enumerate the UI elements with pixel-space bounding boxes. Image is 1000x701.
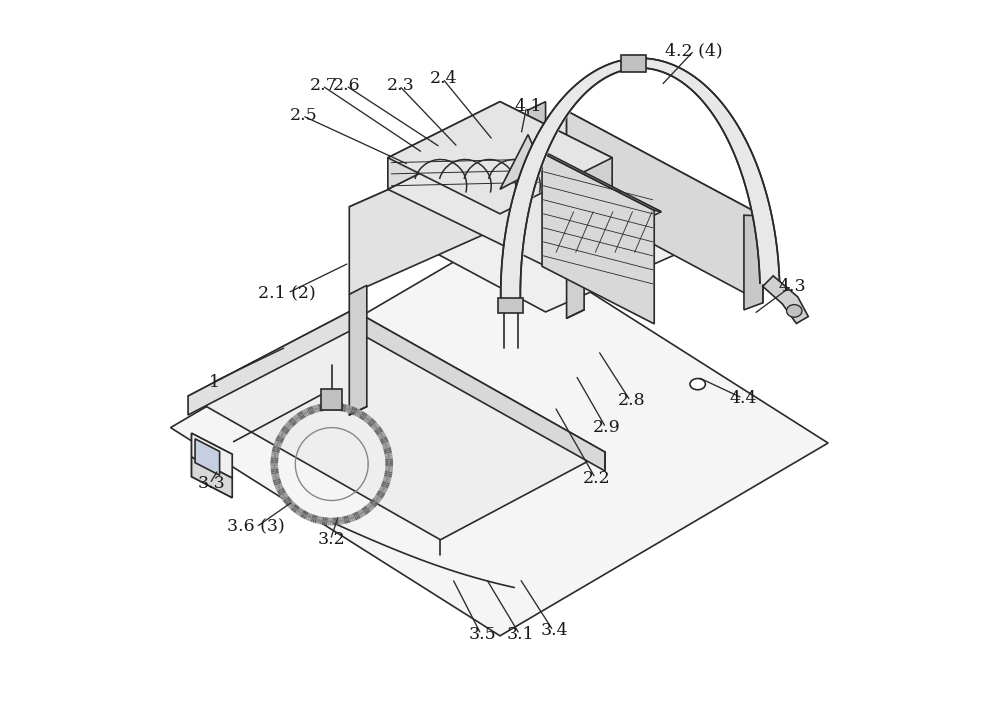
Text: 2.7: 2.7 (309, 77, 337, 94)
Polygon shape (192, 433, 232, 498)
Polygon shape (349, 111, 763, 312)
Text: 4.4: 4.4 (730, 390, 757, 407)
Polygon shape (500, 102, 612, 189)
Text: 3.5: 3.5 (468, 626, 496, 643)
Text: 2.9: 2.9 (593, 419, 621, 436)
Text: 3.2: 3.2 (318, 531, 345, 548)
Text: 2.6: 2.6 (333, 77, 361, 94)
Text: 4.1: 4.1 (514, 98, 542, 115)
Text: 2.1 (2): 2.1 (2) (258, 285, 316, 301)
Text: 2.8: 2.8 (618, 393, 645, 409)
Polygon shape (188, 310, 605, 540)
Polygon shape (353, 310, 605, 471)
Polygon shape (192, 433, 232, 478)
Text: 3.6 (3): 3.6 (3) (227, 519, 284, 536)
Polygon shape (188, 310, 353, 415)
Text: 3.1: 3.1 (507, 626, 535, 643)
Polygon shape (621, 55, 646, 72)
Text: 2.2: 2.2 (583, 470, 610, 486)
Polygon shape (542, 153, 654, 324)
Polygon shape (567, 111, 763, 303)
Polygon shape (388, 102, 612, 214)
Text: 2.4: 2.4 (430, 70, 458, 87)
Polygon shape (567, 189, 584, 318)
Text: 2.5: 2.5 (290, 107, 317, 124)
Polygon shape (195, 439, 220, 475)
Polygon shape (763, 276, 808, 324)
Polygon shape (542, 153, 661, 212)
Ellipse shape (787, 305, 802, 318)
Polygon shape (498, 297, 523, 313)
Polygon shape (349, 285, 367, 415)
Polygon shape (192, 457, 232, 498)
Polygon shape (349, 111, 567, 294)
Text: 3.3: 3.3 (197, 475, 225, 492)
Polygon shape (171, 235, 828, 636)
Text: 1: 1 (209, 374, 220, 390)
Polygon shape (388, 102, 500, 189)
Polygon shape (528, 102, 546, 231)
Text: 4.2 (4): 4.2 (4) (665, 42, 722, 59)
Polygon shape (744, 215, 763, 310)
Ellipse shape (690, 379, 705, 390)
Polygon shape (500, 135, 542, 189)
Polygon shape (388, 133, 661, 268)
Polygon shape (321, 389, 342, 410)
Text: 3.4: 3.4 (541, 622, 568, 639)
Text: 2.3: 2.3 (386, 77, 414, 94)
Text: 4.3: 4.3 (779, 278, 807, 294)
